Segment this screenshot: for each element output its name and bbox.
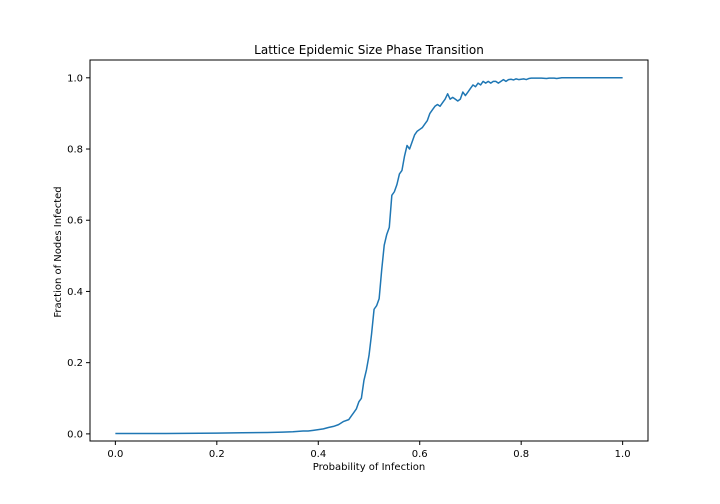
y-tick-label: 0.6 [67, 216, 83, 227]
y-tick-label: 0.0 [67, 429, 83, 440]
plot-frame [89, 59, 649, 442]
x-tick-label: 0.8 [513, 449, 529, 460]
x-axis-ticks: 0.0 0.2 0.4 0.6 0.8 1.0 [107, 441, 631, 460]
plot-area [89, 59, 649, 442]
x-tick-label: 0.0 [107, 449, 123, 460]
x-tick-label: 0.6 [412, 449, 428, 460]
x-tick-label: 0.4 [310, 449, 326, 460]
y-tick-label: 1.0 [67, 73, 83, 84]
x-axis-label: Probability of Infection [313, 462, 425, 473]
x-tick-label: 1.0 [615, 449, 631, 460]
y-tick-label: 0.2 [67, 358, 83, 369]
y-tick-label: 0.8 [67, 145, 83, 156]
series-line [115, 77, 623, 435]
chart-title: Lattice Epidemic Size Phase Transition [254, 43, 484, 57]
y-axis-label: Fraction of Nodes Infected [53, 186, 64, 317]
x-tick-label: 0.2 [209, 449, 225, 460]
y-axis-ticks: 0.0 0.2 0.4 0.6 0.8 1.0 [67, 73, 90, 440]
y-tick-label: 0.4 [67, 287, 83, 298]
